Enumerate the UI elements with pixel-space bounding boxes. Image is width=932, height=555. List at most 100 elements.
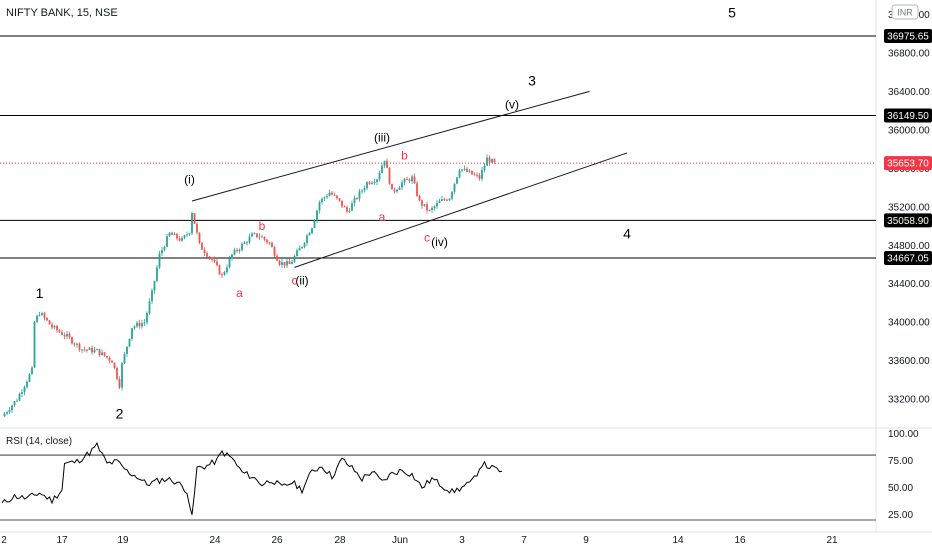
candle-body [346,207,348,212]
candle-body [193,213,196,224]
candle-body [491,159,493,163]
candle-body [66,333,68,337]
candle-body [478,175,481,179]
currency-badge[interactable] [891,4,919,20]
y-tick-label: 34400.00 [888,279,930,290]
candle-body [283,262,286,266]
candle-body [16,400,18,402]
x-tick-label: 14 [672,535,684,546]
candle-body [258,236,261,238]
candle-body [273,247,276,256]
candle-body [83,349,86,351]
candle-body [11,405,13,411]
candle-body [3,413,6,417]
candle-body [56,325,58,331]
candle-body [186,234,188,236]
candle-body [336,195,338,199]
candle-body [288,261,291,265]
level-price-box [884,29,932,44]
candle-body [261,236,263,238]
candle-body [226,267,228,273]
x-tick-label: 16 [734,535,746,546]
candle-body [383,160,386,166]
candle-body [406,178,408,180]
candle-body [126,346,128,354]
candle-body [131,328,133,339]
candle-body [333,194,336,196]
candle-body [231,254,233,259]
rsi-y-tick-label: 25.00 [888,510,913,521]
candle-body [163,246,166,250]
rsi-y-tick-label: 100.00 [888,429,919,440]
candle-body [88,347,91,350]
candle-body [411,176,413,182]
candle-body [48,320,51,325]
candle-body [208,256,211,258]
candle-body [221,274,223,276]
candle-body [416,183,418,196]
candle-body [206,253,208,257]
candle-body [128,338,131,347]
trendline-1[interactable] [294,152,628,268]
candle-body [381,165,383,174]
candle-body [291,261,293,265]
candle-body [483,165,486,171]
rsi-y-tick-label: 50.00 [888,483,913,494]
candle-body [181,238,183,241]
candle-body [136,322,138,327]
candle-body [323,197,326,199]
candle-body [481,170,483,179]
candle-body [253,233,256,235]
y-tick-label: 33200.00 [888,395,930,406]
candle-body [243,242,246,244]
candle-body [493,159,496,162]
candle-body [338,198,341,201]
level-price-label: 36975.65 [887,32,929,43]
candle-body [418,195,421,201]
candle-body [121,363,123,388]
candle-body [466,168,468,172]
candle-body [246,242,248,244]
level-price-label: 34667.05 [887,254,929,265]
candle-body [46,317,48,321]
candle-body [248,236,251,243]
candle-body [348,210,351,212]
candle-body [301,246,303,249]
candle-body [123,353,126,364]
candle-body [388,167,391,184]
candle-body [143,322,146,324]
y-tick-label: 35200.00 [888,202,930,213]
candle-body [371,182,373,184]
candle-body [396,189,398,192]
candle-body [158,253,161,268]
candle-body [116,367,118,379]
wave-label-8: (iv) [431,235,448,249]
candle-body [328,192,331,197]
candle-body [433,206,436,209]
y-tick-label: 36000.00 [888,125,930,136]
x-tick-label: 17 [56,535,68,546]
candle-body [13,401,16,406]
level-price-box [884,213,932,228]
candle-body [196,223,198,233]
candle-body [138,322,141,327]
candle-body [458,170,461,178]
rsi-line [1,441,503,515]
candle-body [436,202,438,207]
candle-body [241,243,243,250]
candle-body [293,256,296,262]
currency-badge-label: INR [897,8,913,18]
candle-body [308,233,311,236]
y-tick-label: 34000.00 [888,318,930,329]
candle-body [438,200,441,203]
candle-body [58,330,61,333]
candle-body [168,232,171,237]
wave-label-0: 1 [36,285,44,301]
candle-body [228,258,231,268]
trendline-0[interactable] [191,90,590,202]
candle-body [251,233,253,237]
x-tick-label: 19 [117,535,129,546]
candle-body [33,321,36,368]
candle-body [398,187,401,190]
candle-body [461,169,463,171]
